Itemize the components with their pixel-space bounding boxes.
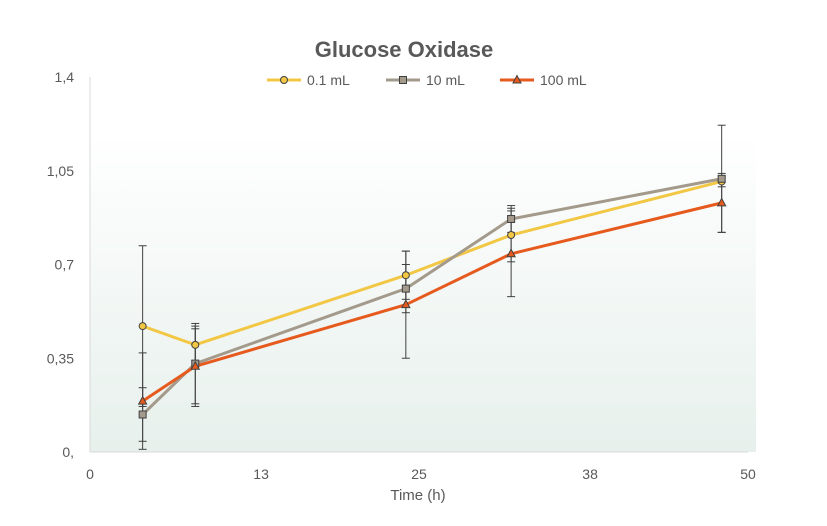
y-tick-label: 0, bbox=[62, 444, 74, 460]
data-point bbox=[191, 340, 200, 349]
data-point bbox=[717, 174, 726, 183]
data-point bbox=[506, 248, 516, 258]
y-tick-label: 1,4 bbox=[55, 69, 75, 85]
y-tick-label: 1,05 bbox=[47, 163, 74, 179]
legend-label: 10 mL bbox=[426, 72, 465, 88]
data-point bbox=[507, 231, 516, 240]
y-tick-label: 0,7 bbox=[55, 257, 75, 273]
x-tick-label: 25 bbox=[411, 466, 427, 482]
plot-area-background bbox=[90, 132, 756, 452]
data-point bbox=[401, 284, 410, 293]
legend: 0.1 mL 10 mL 100 mL bbox=[267, 72, 587, 88]
data-point bbox=[137, 395, 148, 405]
data-point bbox=[138, 322, 147, 331]
y-tick-labels: 0, 0,35 0,7 1,05 1,4 bbox=[47, 69, 74, 460]
legend-marker bbox=[399, 76, 407, 84]
data-point bbox=[190, 360, 201, 370]
data-point bbox=[401, 299, 411, 309]
x-tick-label: 13 bbox=[253, 466, 269, 482]
data-markers bbox=[137, 174, 727, 419]
x-tick-label: 0 bbox=[86, 466, 94, 482]
data-point bbox=[138, 410, 147, 419]
data-point bbox=[401, 271, 410, 280]
data-point bbox=[716, 197, 727, 207]
y-tick-label: 0,35 bbox=[47, 350, 74, 366]
x-tick-labels: 0 13 25 38 50 bbox=[86, 466, 756, 482]
chart-title: Glucose Oxidase bbox=[315, 37, 494, 62]
legend-label: 100 mL bbox=[540, 72, 587, 88]
x-tick-label: 38 bbox=[582, 466, 598, 482]
axes bbox=[89, 77, 748, 453]
legend-label: 0.1 mL bbox=[307, 72, 350, 88]
legend-marker bbox=[280, 76, 288, 84]
x-tick-label: 50 bbox=[740, 466, 756, 482]
data-point bbox=[507, 214, 516, 223]
legend-marker bbox=[512, 74, 522, 84]
x-axis-title: Time (h) bbox=[390, 487, 445, 504]
